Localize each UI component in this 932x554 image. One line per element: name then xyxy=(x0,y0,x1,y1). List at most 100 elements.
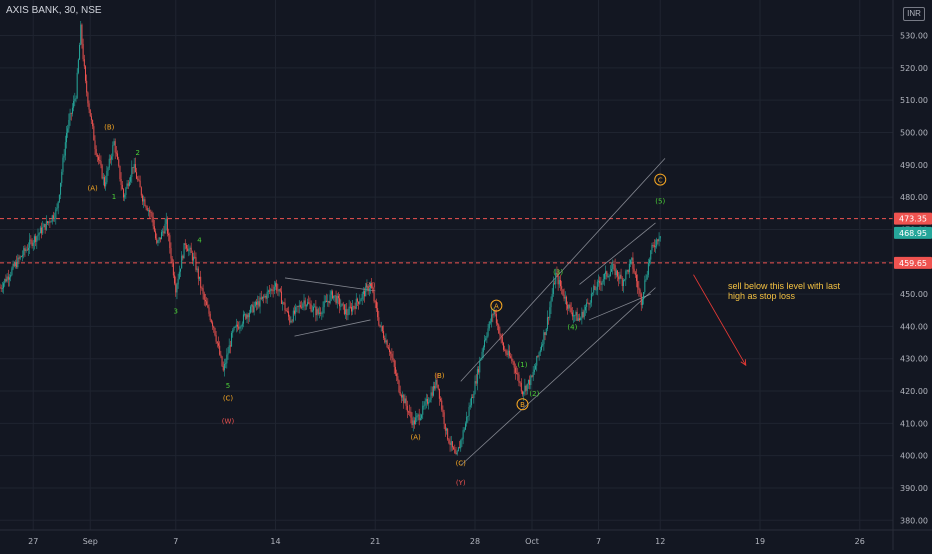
candle-body xyxy=(158,237,160,241)
candle-body xyxy=(260,297,262,299)
candle-body xyxy=(0,287,1,289)
candle-body xyxy=(57,201,59,208)
candle-body xyxy=(486,335,488,339)
candle-body xyxy=(647,263,649,275)
currency-badge[interactable]: INR xyxy=(903,7,925,21)
candle-body xyxy=(457,447,459,452)
candle-body xyxy=(460,440,462,449)
candle-body xyxy=(456,451,458,455)
candle-body xyxy=(524,385,526,393)
candle-body xyxy=(81,24,83,44)
candle-body xyxy=(453,447,455,450)
candle-body xyxy=(119,165,121,180)
time-tick-label: 14 xyxy=(270,537,280,546)
candle-body xyxy=(627,270,629,273)
candle-body xyxy=(280,291,282,304)
candle-body xyxy=(203,293,205,300)
candle-body xyxy=(569,304,571,308)
candle-body xyxy=(136,172,138,179)
candle-body xyxy=(151,212,153,217)
candle-body xyxy=(402,395,404,398)
candle-body xyxy=(317,309,319,314)
candle-body xyxy=(409,411,411,413)
candle-body xyxy=(67,128,69,133)
candle-body xyxy=(11,268,13,275)
candle-body xyxy=(484,340,485,348)
candle-body xyxy=(233,327,235,331)
candle-body xyxy=(538,352,540,357)
level-badge-bg xyxy=(894,256,932,269)
candle-body xyxy=(68,120,70,129)
candle-body xyxy=(69,113,71,121)
arrow-head xyxy=(740,359,747,367)
candle-body xyxy=(459,447,461,449)
candle-body xyxy=(318,312,320,314)
time-tick-label: 21 xyxy=(370,537,380,546)
time-axis[interactable]: 27 Sep 7 14 21 28 Oct 7 12 19 26 xyxy=(0,529,932,546)
candle-body xyxy=(212,322,214,327)
candle-body xyxy=(61,171,63,183)
candle-body xyxy=(349,306,351,308)
candle-body xyxy=(574,315,576,317)
candle-body xyxy=(628,263,630,273)
candle-body xyxy=(226,354,228,364)
candle-body xyxy=(55,209,57,219)
candle-body xyxy=(341,303,343,307)
candle-body xyxy=(76,72,78,99)
candle-body xyxy=(518,374,520,383)
candle-body xyxy=(324,300,326,302)
candle-body xyxy=(480,358,482,361)
candle-body xyxy=(38,233,40,235)
wave-label: 3 xyxy=(174,307,178,315)
candle-body xyxy=(523,392,525,395)
candle-body xyxy=(466,416,468,424)
candle-body xyxy=(419,418,421,420)
last-price-badge: 468.95 xyxy=(899,229,927,238)
candle-body xyxy=(549,307,551,318)
candle-body xyxy=(630,260,632,264)
candle-body xyxy=(495,313,497,324)
candle-body xyxy=(82,43,84,60)
candle-body xyxy=(474,381,476,394)
price-axis[interactable]: 380.00 390.00 400.00 410.00 420.00 430.00 440.… xyxy=(892,0,928,550)
candle-body xyxy=(118,159,120,166)
candle-body xyxy=(448,439,450,443)
candle-body xyxy=(259,297,261,307)
candle-body xyxy=(622,279,624,287)
candle-body xyxy=(33,236,35,243)
candle-body xyxy=(29,239,31,248)
candle-body xyxy=(10,274,12,278)
candle-body xyxy=(638,287,640,290)
candle-body xyxy=(511,357,513,361)
candle-body xyxy=(504,349,506,351)
candle-body xyxy=(231,333,233,347)
candle-body xyxy=(454,449,456,454)
candle-body xyxy=(657,239,659,242)
candle-body xyxy=(313,306,314,311)
candle-body xyxy=(123,189,124,198)
candle-body xyxy=(535,365,537,370)
candle-body xyxy=(435,379,437,389)
candle-body xyxy=(307,302,309,306)
candle-body xyxy=(584,306,586,311)
candle-body xyxy=(23,248,25,256)
candle-body xyxy=(321,313,323,315)
level-badge-bg xyxy=(894,212,932,225)
candle-body xyxy=(386,340,388,348)
candle-body xyxy=(631,257,633,261)
candle-body xyxy=(354,306,356,309)
candle-body xyxy=(326,300,328,303)
candle-body xyxy=(102,177,104,179)
candle-body xyxy=(314,306,316,308)
candle-body xyxy=(124,194,126,198)
candle-body xyxy=(232,330,234,334)
wave-label: (B) xyxy=(434,372,445,380)
candle-body xyxy=(237,324,238,327)
candle-body xyxy=(95,149,97,155)
candle-body xyxy=(165,218,167,224)
candle-body xyxy=(606,271,608,277)
candle-body xyxy=(472,397,474,399)
candle-body xyxy=(345,309,347,315)
